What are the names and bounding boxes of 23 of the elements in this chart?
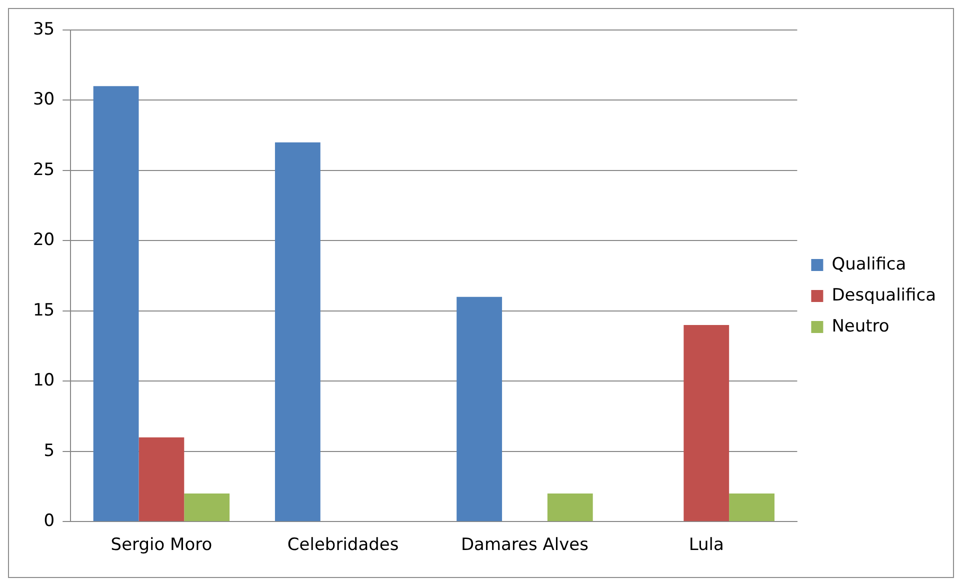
- x-tick-label: Damares Alves: [460, 535, 589, 556]
- bar: [93, 86, 139, 522]
- bar: [729, 494, 774, 522]
- x-tick-label: Lula: [688, 535, 724, 556]
- bar: [138, 437, 184, 522]
- bar: [274, 142, 320, 522]
- legend-label: Qualifica: [832, 254, 906, 274]
- y-tick-label: 30: [32, 90, 55, 110]
- y-tick-label: 10: [32, 370, 55, 391]
- y-tick-label: 5: [44, 440, 55, 461]
- y-tick-label: 20: [32, 230, 55, 250]
- bar: [684, 324, 730, 522]
- y-tick-label: 0: [44, 511, 55, 532]
- y-tick-label: 25: [32, 160, 55, 180]
- bar: [547, 494, 593, 522]
- bar: [184, 494, 230, 522]
- legend-label: Neutro: [832, 316, 890, 336]
- x-tick-label: Sergio Moro: [110, 535, 212, 556]
- y-tick-label: 35: [32, 19, 55, 40]
- legend-label: Desqualifica: [832, 285, 936, 306]
- x-tick-label: Celebridades: [287, 535, 399, 556]
- bar: [456, 296, 502, 522]
- y-tick-label: 15: [32, 300, 55, 320]
